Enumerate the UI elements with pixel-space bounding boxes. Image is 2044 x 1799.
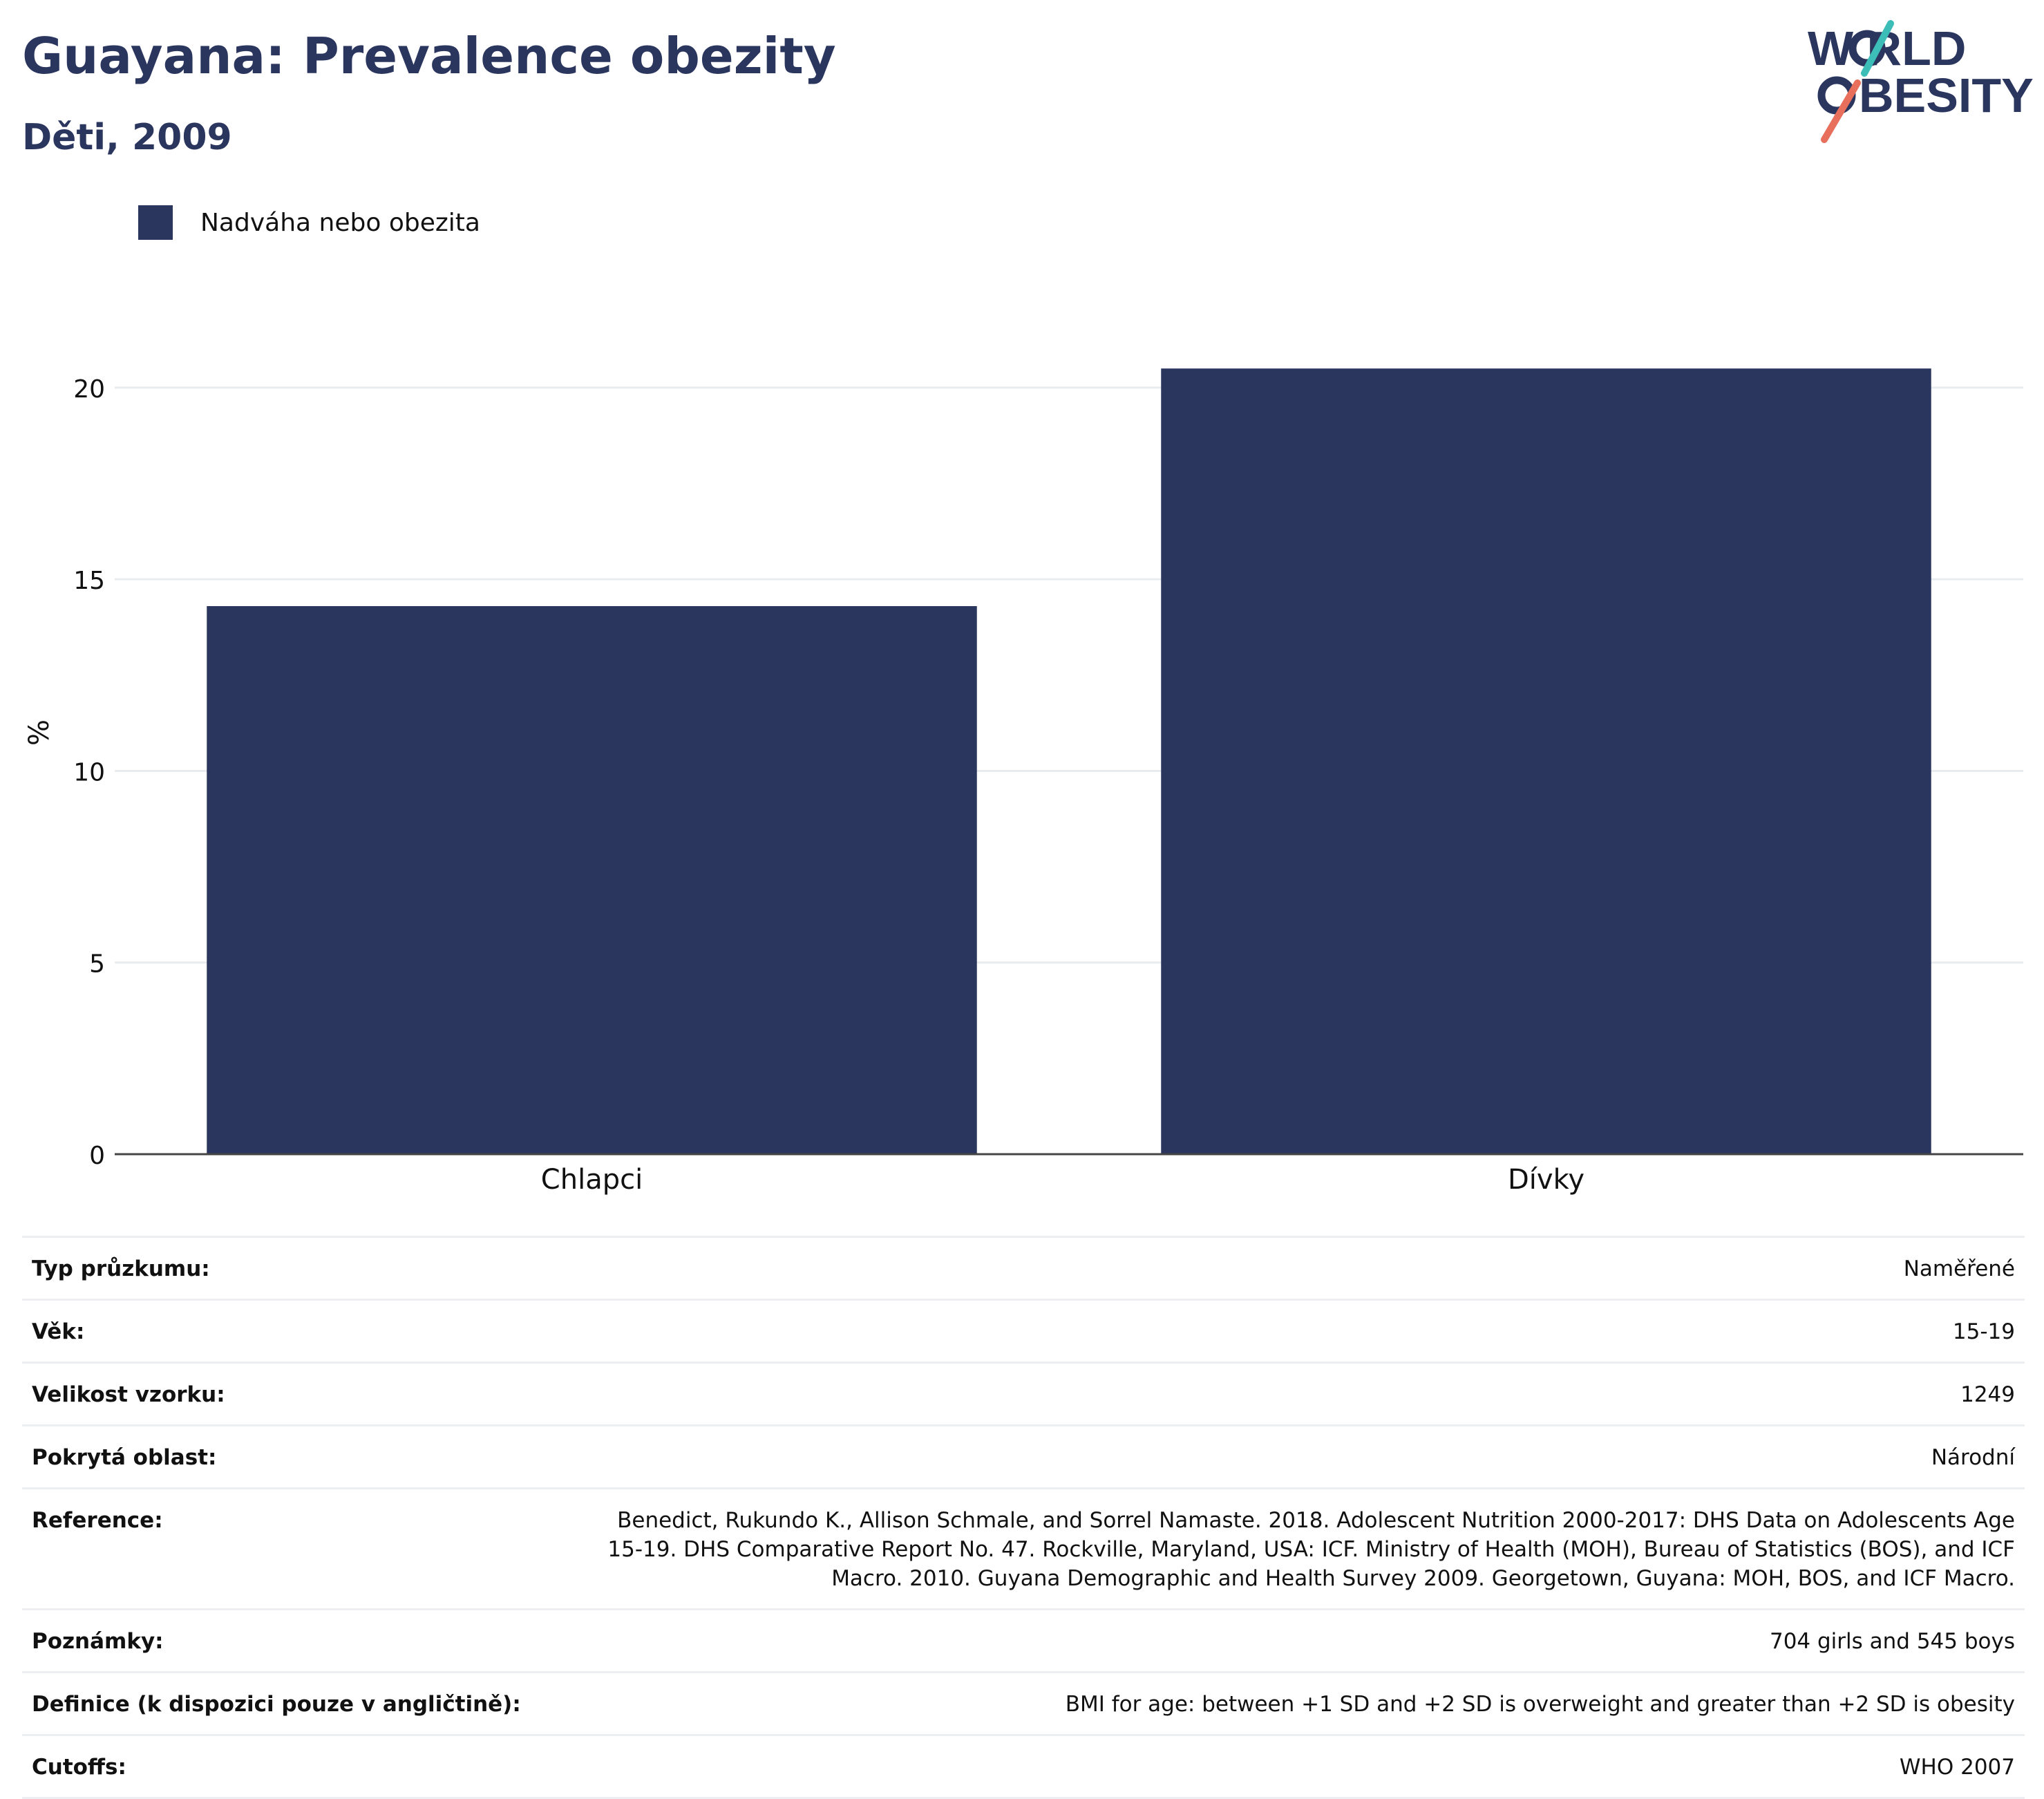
y-tick-label: 15 — [73, 567, 105, 595]
info-value: Naměřené — [539, 1236, 2025, 1300]
info-value: WHO 2007 — [539, 1734, 2025, 1799]
info-key: Věk: — [22, 1299, 539, 1363]
info-value: 1249 — [539, 1362, 2025, 1426]
info-value: Národní — [539, 1424, 2025, 1489]
bar-chlapci — [207, 606, 977, 1154]
chart-legend: Nadváha nebo obezita — [138, 205, 480, 241]
page-subtitle: Děti, 2009 — [22, 117, 232, 158]
info-key: Cutoffs: — [22, 1734, 539, 1799]
survey-info-table: Typ průzkumu: Naměřené Věk: 15-19 Veliko… — [22, 1236, 2025, 1799]
logo-line-2: BESITY — [1859, 68, 2034, 122]
info-row-cutoffs: Cutoffs: WHO 2007 — [22, 1734, 2025, 1799]
info-key: Velikost vzorku: — [22, 1362, 539, 1426]
world-obesity-logo: W RLD BESITY — [1808, 20, 2034, 143]
info-key: Pokrytá oblast: — [22, 1424, 539, 1489]
x-tick-label: Dívky — [1508, 1164, 1584, 1196]
info-value: 704 girls and 545 boys — [539, 1608, 2025, 1673]
info-row-area-covered: Pokrytá oblast: Národní — [22, 1424, 2025, 1489]
page-title: Guayana: Prevalence obezity — [22, 27, 836, 85]
info-value: Benedict, Rukundo K., Allison Schmale, a… — [539, 1487, 2025, 1610]
logo-slash-teal — [1861, 20, 1894, 77]
info-key: Typ průzkumu: — [22, 1236, 539, 1300]
info-row-reference: Reference: Benedict, Rukundo K., Allison… — [22, 1487, 2025, 1610]
x-tick-label: Chlapci — [541, 1164, 643, 1196]
info-row-age: Věk: 15-19 — [22, 1299, 2025, 1363]
info-row-notes: Poznámky: 704 girls and 545 boys — [22, 1608, 2025, 1673]
y-tick-label: 5 — [89, 950, 105, 979]
y-tick-label: 10 — [73, 758, 105, 787]
info-key: Reference: — [22, 1487, 539, 1610]
legend-swatch — [138, 205, 173, 240]
y-axis-title: % — [23, 719, 55, 746]
info-row-sample-size: Velikost vzorku: 1249 — [22, 1362, 2025, 1426]
info-key: Poznámky: — [22, 1608, 539, 1673]
bar-dívky — [1161, 368, 1931, 1154]
bar-chart: 0 5 10 15 20% Chlapci Dívky — [23, 368, 2023, 1196]
info-value: 15-19 — [539, 1299, 2025, 1363]
y-tick-label: 0 — [89, 1142, 105, 1170]
info-row-survey-type: Typ průzkumu: Naměřené — [22, 1236, 2025, 1300]
info-value: BMI for age: between +1 SD and +2 SD is … — [539, 1671, 2025, 1735]
info-row-definition: Definice (k dispozici pouze v angličtině… — [22, 1671, 2025, 1735]
y-tick-label: 20 — [73, 375, 105, 404]
logo-slash-coral — [1821, 79, 1861, 143]
info-key: Definice (k dispozici pouze v angličtině… — [22, 1671, 539, 1735]
legend-label: Nadváha nebo obezita — [200, 208, 480, 237]
